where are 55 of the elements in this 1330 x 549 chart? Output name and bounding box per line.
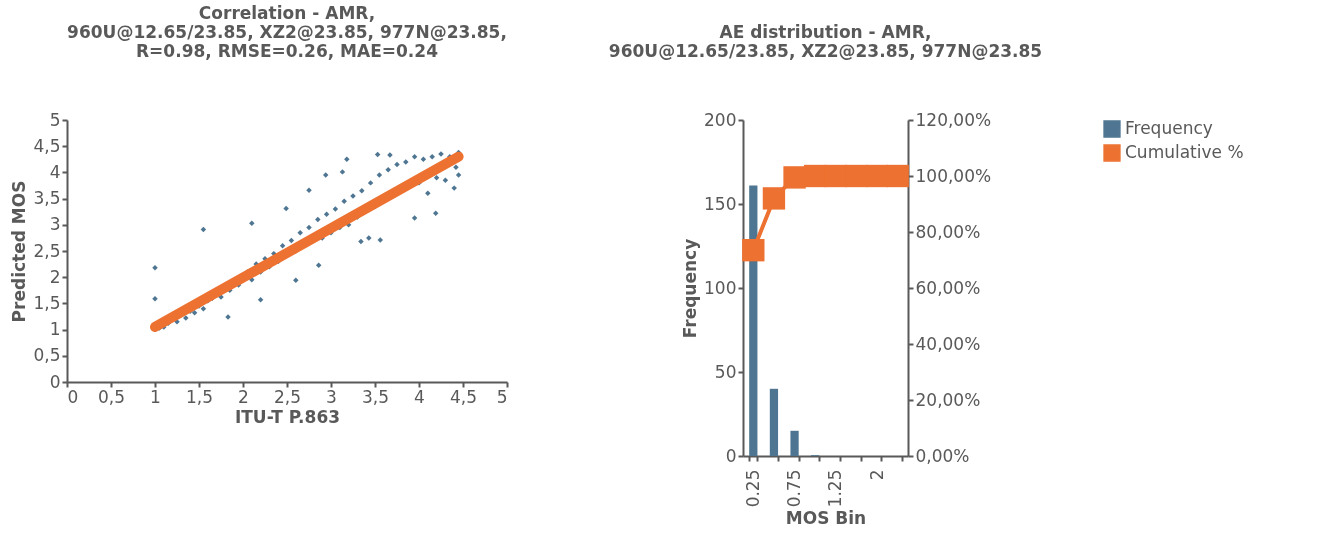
y-tick-label: 4 bbox=[49, 161, 61, 182]
x-tick-label: 5 bbox=[496, 386, 508, 407]
x-tick-label: 0,5 bbox=[97, 386, 126, 407]
legend-label: Cumulative % bbox=[1125, 142, 1244, 162]
y-tick-label: 2 bbox=[49, 266, 61, 287]
chart-title: Correlation - AMR, 960U@12.65/23.85, XZ2@23.85, 977N@23.85, R=0.98, RMSE=0.26, MAE=0.24 bbox=[67, 3, 507, 61]
y-axis-title: Frequency bbox=[680, 238, 701, 339]
x-tick-label: 4,5 bbox=[449, 386, 478, 407]
y-tick-label: 5 bbox=[49, 109, 61, 130]
point bbox=[804, 164, 827, 188]
y-tick-label: 0 bbox=[49, 371, 61, 392]
bar bbox=[790, 430, 799, 456]
bar bbox=[769, 388, 779, 456]
x-tick-label: 0 bbox=[67, 386, 79, 407]
y2-tick-label: 40,00% bbox=[915, 333, 981, 354]
x-tick-label: 2 bbox=[866, 469, 887, 481]
y-tick-label: 1,5 bbox=[33, 292, 61, 313]
y2-tick-label: 20,00% bbox=[915, 389, 981, 410]
y-tick-label: 3 bbox=[49, 214, 61, 235]
x-tick-label: 1.25 bbox=[825, 469, 846, 508]
y-tick-label: 2,5 bbox=[33, 240, 61, 261]
y2-tick-label: 100,00% bbox=[915, 165, 992, 186]
y2-tick-label: 80,00% bbox=[915, 221, 981, 242]
x-axis-title: MOS Bin bbox=[785, 508, 867, 529]
y-axis-title: Predicted MOS bbox=[9, 180, 30, 323]
y-tick-label: 4,5 bbox=[33, 135, 61, 156]
y-tick-label: 1 bbox=[49, 319, 61, 340]
y-tick-label: 3,5 bbox=[33, 188, 61, 209]
y-tick-label: 100 bbox=[704, 277, 737, 298]
x-tick-label: 0.75 bbox=[784, 469, 805, 508]
y-tick-label: 0 bbox=[725, 445, 737, 466]
chart-title: AE distribution - AMR, 960U@12.65/23.85, XZ2@23.85, 977N@23.85 bbox=[608, 22, 1043, 61]
point bbox=[886, 164, 909, 188]
y-tick-label: 200 bbox=[704, 109, 737, 130]
x-tick-label: 2,5 bbox=[273, 386, 302, 407]
x-axis-title: ITU-T P.863 bbox=[234, 406, 341, 427]
x-tick-label: 3 bbox=[326, 386, 337, 407]
x-tick-label: 0.25 bbox=[742, 469, 763, 508]
x-tick-label: 1 bbox=[150, 386, 161, 407]
y-tick-label: 0,5 bbox=[33, 345, 61, 366]
y2-tick-label: 0,00% bbox=[915, 445, 970, 466]
x-tick-label: 3,5 bbox=[361, 386, 390, 407]
point bbox=[762, 187, 786, 210]
y2-tick-label: 120,00% bbox=[915, 109, 992, 130]
x-tick-label: 4 bbox=[414, 386, 425, 407]
point bbox=[865, 164, 889, 188]
y-tick-label: 150 bbox=[704, 193, 737, 214]
point bbox=[783, 166, 806, 189]
legend-label: Frequency bbox=[1125, 118, 1213, 138]
x-tick-label: 1,5 bbox=[185, 386, 214, 407]
point bbox=[742, 239, 765, 262]
y-tick-label: 50 bbox=[714, 361, 737, 382]
y2-tick-label: 60,00% bbox=[915, 277, 981, 298]
point bbox=[845, 164, 868, 188]
x-tick-label: 2 bbox=[238, 386, 249, 407]
